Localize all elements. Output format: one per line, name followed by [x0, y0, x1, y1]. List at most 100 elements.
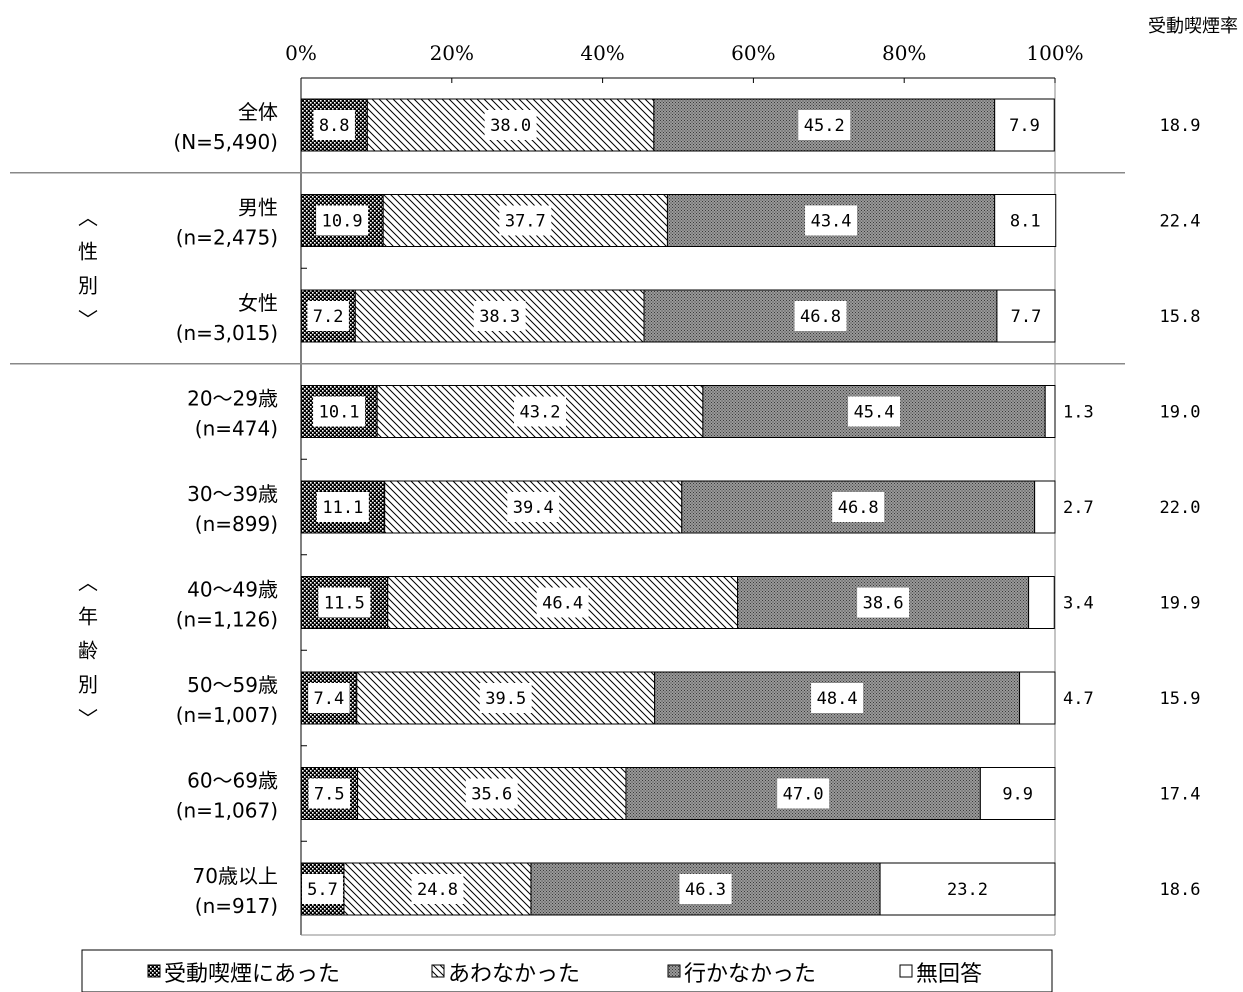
data-label: 2.7	[1063, 498, 1094, 518]
data-label: 38.3	[479, 307, 520, 327]
legend-label: あわなかった	[448, 962, 580, 987]
data-label-bg	[479, 683, 532, 713]
category-label: 男性	[238, 196, 278, 220]
data-label-bg	[514, 396, 567, 427]
data-label-bg	[316, 205, 369, 236]
data-label: 7.4	[314, 689, 345, 709]
x-tick-label: 100%	[1026, 41, 1083, 65]
data-label: 4.7	[1063, 689, 1094, 709]
data-label: 24.8	[417, 880, 458, 900]
group-label-char: 年	[78, 604, 98, 628]
data-label-bg	[798, 110, 851, 140]
data-label-bg	[1004, 205, 1046, 236]
data-label-bg	[302, 874, 343, 904]
rate-value: 19.9	[1160, 594, 1201, 614]
data-label: 45.4	[854, 403, 895, 423]
data-label: 9.9	[1002, 785, 1033, 805]
legend: 受動喫煙にあった あわなかった 行かなかった 無回答	[81, 949, 1053, 992]
data-label-bg	[484, 110, 537, 140]
bar-segment	[1019, 671, 1056, 725]
data-label-bg	[1005, 301, 1047, 331]
data-label: 7.2	[313, 307, 344, 327]
data-label-bg	[499, 205, 552, 236]
data-label: 38.6	[863, 594, 904, 614]
data-label: 8.8	[319, 116, 350, 136]
rate-value: 19.0	[1160, 403, 1201, 423]
data-label-bg	[811, 683, 864, 713]
data-label: 46.3	[685, 880, 726, 900]
data-label-bg	[473, 301, 526, 331]
category-n-label: (n=917)	[195, 894, 278, 918]
category-label: 70歳以上	[193, 864, 278, 888]
data-label-bg	[308, 683, 350, 713]
rate-value: 22.0	[1160, 498, 1201, 518]
data-label-bg	[536, 587, 589, 618]
group-label-char: ﹀	[78, 706, 98, 730]
data-label: 10.9	[322, 212, 363, 232]
data-label: 23.2	[947, 880, 988, 900]
data-label-bg	[1003, 110, 1046, 140]
category-n-label: (n=3,015)	[176, 321, 278, 345]
group-label-char: 性	[78, 239, 98, 263]
x-tick-label: 80%	[882, 41, 926, 65]
data-label: 43.2	[520, 403, 561, 423]
data-label: 39.5	[485, 689, 526, 709]
data-label: 8.1	[1010, 212, 1041, 232]
rate-value: 17.4	[1160, 785, 1201, 805]
x-tick-label: 60%	[731, 41, 775, 65]
category-label: 20～29歳	[187, 387, 278, 411]
data-label: 7.5	[314, 785, 345, 805]
category-label: 50～59歳	[187, 673, 278, 697]
data-label: 7.7	[1011, 307, 1042, 327]
data-label-bg	[857, 587, 910, 618]
data-label: 45.2	[804, 116, 845, 136]
group-label-char: 齢	[78, 638, 98, 662]
data-label: 47.0	[783, 785, 824, 805]
group-label-char: ︿	[78, 570, 98, 594]
category-n-label: (n=1,126)	[176, 608, 278, 632]
group-label-char: ︿	[78, 205, 98, 229]
data-label: 1.3	[1063, 403, 1094, 423]
bar-segment	[1034, 480, 1056, 534]
data-label-bg	[318, 587, 371, 618]
group-label-char: 別	[78, 672, 98, 696]
data-label: 3.4	[1063, 594, 1094, 614]
category-label: 30～39歳	[187, 482, 278, 506]
rate-value: 15.9	[1160, 689, 1201, 709]
group-label-char: ﹀	[78, 307, 98, 331]
category-n-label: (n=1,067)	[176, 799, 278, 823]
rate-value: 22.4	[1160, 212, 1201, 232]
data-label: 11.5	[324, 594, 365, 614]
data-label-bg	[805, 205, 858, 236]
data-label-bg	[313, 396, 366, 427]
x-axis: 0% 20% 40% 60% 80% 100%	[10, 41, 1125, 936]
data-label-bg	[316, 492, 369, 522]
x-tick-label: 20%	[430, 41, 474, 65]
data-label-bg	[777, 778, 830, 809]
legend-label: 無回答	[916, 962, 982, 987]
data-label: 39.4	[513, 498, 554, 518]
data-label: 43.4	[811, 212, 852, 232]
rate-value: 15.8	[1160, 307, 1201, 327]
category-label: 全体	[238, 100, 278, 124]
data-label-bg	[996, 778, 1039, 809]
data-label-bg	[848, 396, 901, 427]
data-label-bg	[941, 874, 994, 904]
legend-swatch	[899, 964, 913, 978]
category-label: 60～69歳	[187, 769, 278, 793]
bars: 8.8 38.0 45.2 7.9 10.9 37.7 43.4 8.1 7.2 38.3 46.8…	[300, 98, 1094, 916]
data-label-bg	[507, 492, 560, 522]
data-label-bg	[308, 778, 351, 809]
category-n-label: (n=1,007)	[176, 703, 278, 727]
data-label-bg	[465, 778, 518, 809]
category-n-label: (N=5,490)	[173, 130, 278, 154]
category-label: 女性	[238, 291, 278, 315]
category-n-label: (n=474)	[195, 417, 278, 441]
data-label: 35.6	[471, 785, 512, 805]
data-label-bg	[679, 874, 732, 904]
data-label: 46.8	[838, 498, 879, 518]
legend-swatch	[667, 964, 681, 978]
legend-swatch	[147, 964, 161, 978]
